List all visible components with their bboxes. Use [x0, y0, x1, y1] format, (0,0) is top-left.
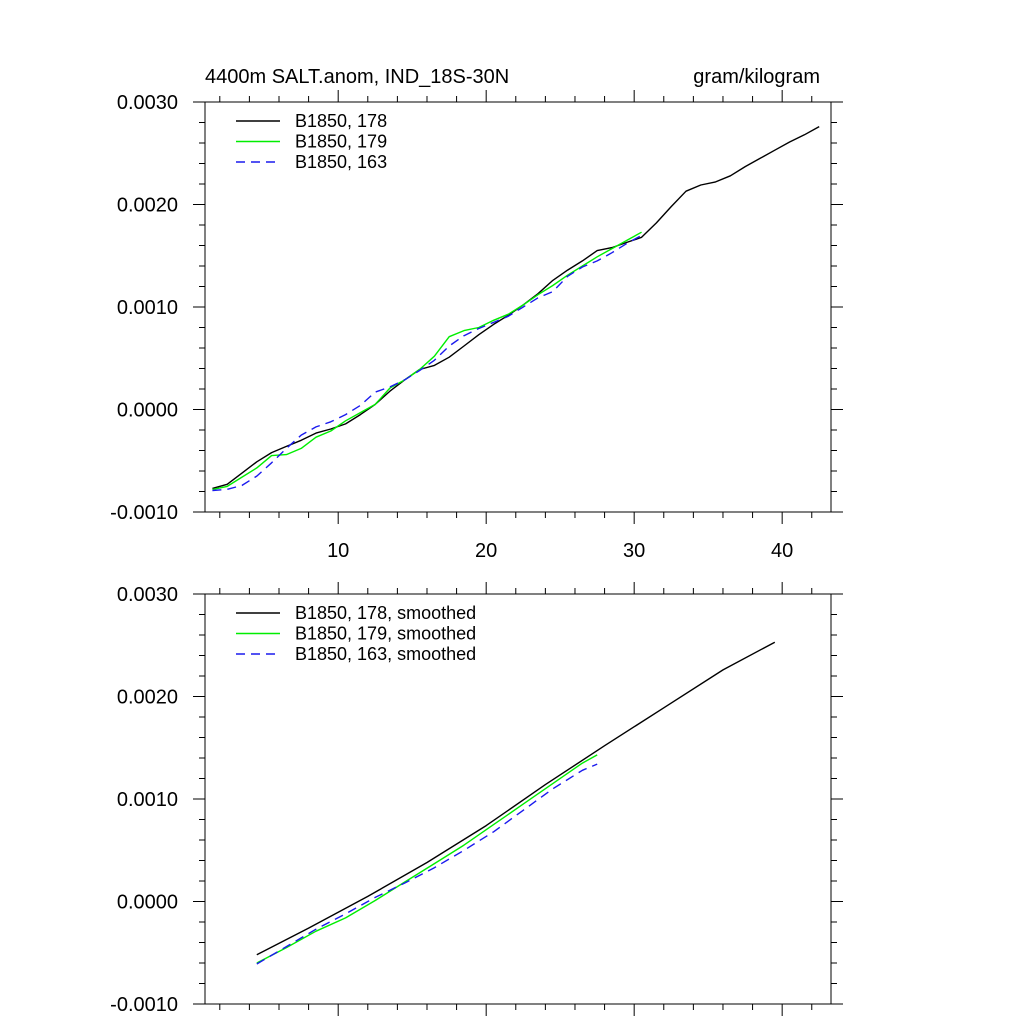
y-tick-label: 0.0030 [117, 584, 178, 606]
series-line-1 [256, 641, 776, 956]
y-tick-label: 0.0020 [117, 687, 178, 709]
y-tick-label: 0.0030 [117, 92, 178, 114]
y-tick-label: 0.0010 [117, 297, 178, 319]
legend-label: B1850, 179 [295, 132, 387, 152]
legend-label: B1850, 163, smoothed [295, 644, 476, 664]
y-tick-label: 0.0000 [117, 892, 178, 914]
y-tick-label: 0.0020 [117, 195, 178, 217]
x-tick-label: 40 [771, 540, 793, 562]
chart-title: 4400m SALT.anom, IND_18S-30N [205, 66, 509, 88]
legend-label: B1850, 178, smoothed [295, 603, 476, 623]
chart-panel-2: -0.0010 0.0000 0.0010 0.0020 0.0030 B1850, 17… [110, 582, 843, 1016]
legend-label: B1850, 163 [295, 152, 387, 172]
series-line-2 [256, 754, 598, 964]
legend-label: B1850, 178 [295, 111, 387, 131]
x-tick-label: 10 [327, 540, 349, 562]
x-tick-label: 30 [623, 540, 645, 562]
legend-label: B1850, 179, smoothed [295, 624, 476, 644]
series-line-3 [256, 763, 598, 965]
series-line-2 [212, 231, 642, 491]
y-tick-label: -0.0010 [110, 502, 178, 524]
series-line-3 [212, 234, 642, 492]
x-tick-label: 20 [475, 540, 497, 562]
y-tick-label: 0.0010 [117, 789, 178, 811]
chart-panel-1: -0.0010 0.0000 0.0010 0.0020 0.0030 10 20 30 40 B… [110, 90, 843, 562]
y-tick-label: -0.0010 [110, 994, 178, 1016]
units-label: gram/kilogram [693, 66, 820, 88]
y-tick-label: 0.0000 [117, 400, 178, 422]
